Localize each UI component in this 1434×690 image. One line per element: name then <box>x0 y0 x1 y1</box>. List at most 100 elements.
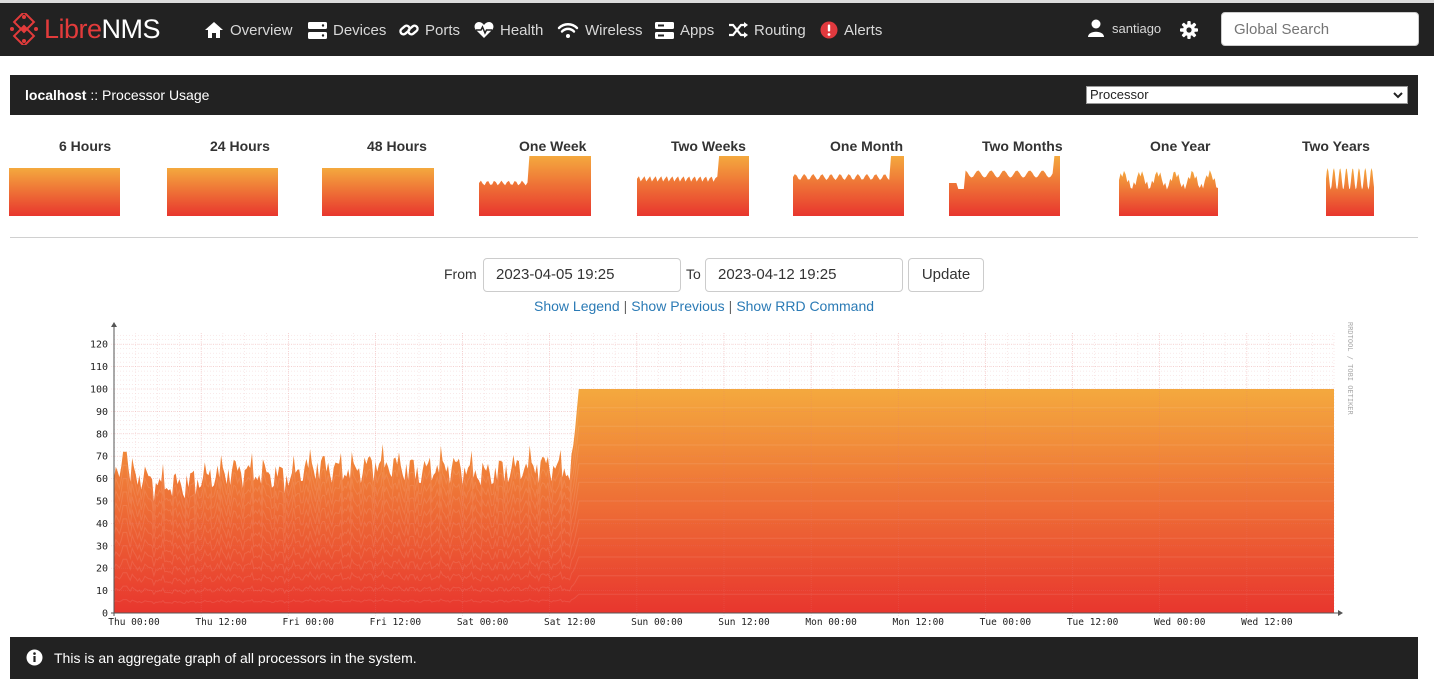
from-date-input[interactable]: 2023-04-05 19:25 <box>483 258 681 292</box>
period-thumbnail-graph[interactable] <box>479 156 591 216</box>
period-thumbnail-graph[interactable] <box>322 168 434 216</box>
period-label[interactable]: Two Weeks <box>671 138 746 154</box>
server-icon <box>308 21 327 39</box>
link-separator: | <box>623 298 628 314</box>
nav-devices[interactable]: Devices <box>308 18 386 42</box>
y-axis-arrow <box>111 322 117 327</box>
stack-layer-line <box>113 444 1334 530</box>
stack-layer-line <box>113 407 1334 511</box>
thumbnail-area <box>949 156 1060 216</box>
x-tick-label: Sun 00:00 <box>631 617 683 628</box>
wifi-icon <box>557 23 579 38</box>
thumbnail-area <box>1326 168 1374 216</box>
period-thumbnail-graph[interactable] <box>167 168 278 216</box>
period-label[interactable]: 24 Hours <box>210 138 270 154</box>
stack-layer-line <box>113 500 1334 558</box>
period-thumbnail-graph[interactable] <box>793 156 904 216</box>
show-rrd-command-link[interactable]: Show RRD Command <box>736 298 875 314</box>
brand-name: LibreNMS <box>44 13 161 45</box>
info-panel: This is an aggregate graph of all proces… <box>10 637 1418 679</box>
link-icon <box>399 24 419 36</box>
period-label[interactable]: One Year <box>1150 138 1211 154</box>
settings-button[interactable] <box>1180 21 1198 44</box>
x-tick-label: Thu 12:00 <box>195 617 247 628</box>
y-tick-label: 30 <box>96 541 108 552</box>
y-tick-label: 100 <box>90 385 108 396</box>
to-date-input[interactable]: 2023-04-12 19:25 <box>705 258 903 292</box>
x-axis-arrow <box>1338 610 1343 616</box>
period-label[interactable]: 6 Hours <box>59 138 112 154</box>
y-tick-label: 90 <box>96 407 108 418</box>
gear-icon <box>1180 21 1198 39</box>
nav-apps[interactable]: Apps <box>655 18 714 42</box>
nav-devices-label: Devices <box>333 21 387 39</box>
random-icon <box>729 22 748 38</box>
nav-wireless[interactable]: Wireless <box>557 18 643 42</box>
thumbnail-area <box>637 156 749 216</box>
nav-overview[interactable]: Overview <box>204 18 293 42</box>
graph-type-value: Processor <box>1090 87 1149 102</box>
period-thumbnail-graph[interactable] <box>1326 156 1374 216</box>
nav-routing[interactable]: Routing <box>728 18 806 42</box>
period-thumbnail-graph[interactable] <box>637 156 749 216</box>
nav-wireless-label: Wireless <box>585 21 643 39</box>
nav-overview-label: Overview <box>230 21 293 39</box>
top-navbar: LibreNMS Overview Devices Ports Health W… <box>0 0 1434 56</box>
brand-logo[interactable]: LibreNMS <box>8 13 161 45</box>
nav-ports[interactable]: Ports <box>399 18 460 42</box>
y-tick-label: 70 <box>96 452 108 463</box>
graph-title: Processor Usage <box>102 87 210 103</box>
thumbnail-area <box>479 156 591 216</box>
librenms-logo-icon <box>10 13 38 45</box>
y-tick-label: 50 <box>96 497 108 508</box>
period-label[interactable]: Two Years <box>1302 138 1370 154</box>
update-button[interactable]: Update <box>908 258 984 292</box>
x-tick-label: Sat 00:00 <box>457 617 509 628</box>
user-name: santiago <box>1112 20 1162 36</box>
period-label[interactable]: 48 Hours <box>367 138 427 154</box>
stack-layer-line <box>113 575 1334 596</box>
x-tick-label: Fri 12:00 <box>370 617 422 628</box>
x-tick-label: Fri 00:00 <box>283 617 335 628</box>
home-icon <box>205 22 223 38</box>
period-thumbnail-graph[interactable] <box>949 156 1060 216</box>
info-text: This is an aggregate graph of all proces… <box>54 650 417 666</box>
nav-apps-label: Apps <box>680 21 715 39</box>
period-thumbnail-graph[interactable] <box>1119 156 1218 216</box>
x-tick-label: Sun 12:00 <box>718 617 770 628</box>
global-search-input[interactable] <box>1221 12 1419 46</box>
period-label[interactable]: One Month <box>830 138 904 154</box>
graph-type-select[interactable]: Processor <box>1086 86 1408 104</box>
host-name[interactable]: localhost <box>25 87 87 103</box>
y-tick-label: 40 <box>96 519 108 530</box>
period-label[interactable]: One Week <box>519 138 587 154</box>
show-legend-link[interactable]: Show Legend <box>534 298 620 314</box>
user-menu[interactable]: santiago <box>1088 19 1161 37</box>
stack-layer-line <box>113 425 1334 521</box>
y-tick-label: 0 <box>102 609 108 620</box>
info-circle-icon <box>26 649 43 666</box>
rrdtool-watermark: RRDTOOL / TOBI OETIKER <box>1346 322 1354 416</box>
period-label[interactable]: Two Months <box>982 138 1063 154</box>
nav-alerts[interactable]: Alerts <box>820 18 882 42</box>
heartbeat-icon <box>474 22 494 38</box>
brand-nms-text: NMS <box>101 13 161 44</box>
period-thumbnail-graph[interactable] <box>9 168 120 216</box>
show-previous-link[interactable]: Show Previous <box>631 298 725 314</box>
x-tick-label: Tue 12:00 <box>1067 617 1119 628</box>
title-separator: :: <box>86 87 103 103</box>
thumbnail-area <box>167 168 278 216</box>
nav-health[interactable]: Health <box>474 18 543 42</box>
brand-libre-text: Libre <box>44 13 102 44</box>
thumbnail-area <box>322 168 434 216</box>
link-separator: | <box>728 298 733 314</box>
x-tick-label: Wed 12:00 <box>1241 617 1293 628</box>
stack-layer-line <box>113 556 1334 587</box>
chevron-down-icon <box>1393 92 1403 99</box>
from-label: From <box>444 266 477 282</box>
processor-usage-graph[interactable]: 0 10 20 30 40 50 60 70 80 90 100 110 120 Thu 00:00 Thu… <box>80 318 1360 634</box>
y-tick-label: 110 <box>90 362 108 373</box>
nav-routing-label: Routing <box>754 21 806 39</box>
alert-icon <box>820 21 838 39</box>
thumbnail-area <box>793 156 904 216</box>
